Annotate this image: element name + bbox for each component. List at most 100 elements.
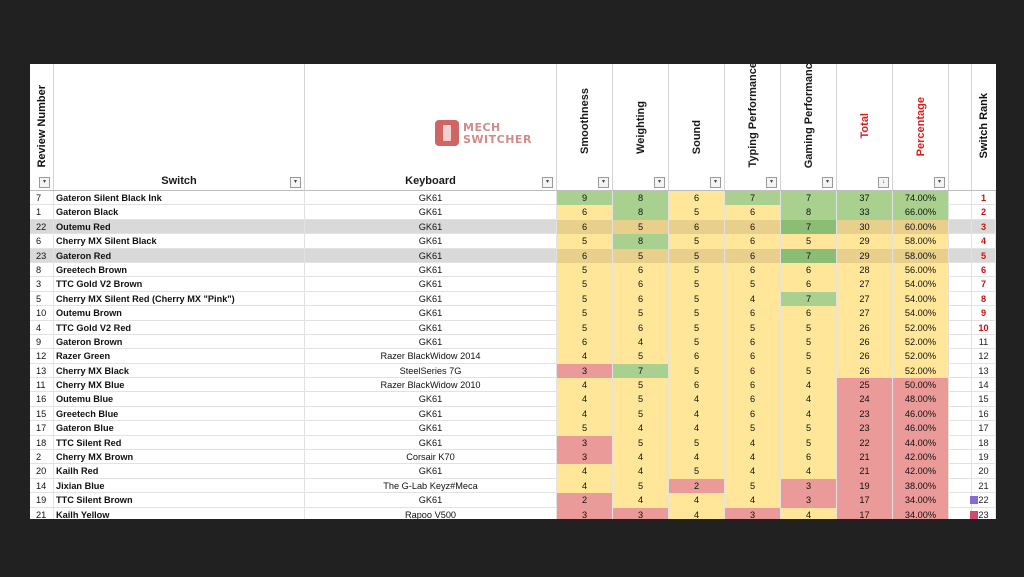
cell-sound[interactable]: 2 [669, 478, 725, 494]
cell-switch[interactable]: Cherry MX Silent Black [54, 234, 305, 249]
cell-weighting[interactable]: 5 [613, 349, 669, 364]
cell-switch[interactable]: Gateron Brown [54, 334, 305, 350]
cell-gaming[interactable]: 5 [781, 320, 837, 335]
cell-switch-rank[interactable]: 11 [972, 334, 996, 350]
cell-gaming[interactable]: 4 [781, 378, 837, 393]
cell-switch[interactable]: Greetech Blue [54, 406, 305, 422]
cell-sound[interactable]: 5 [669, 435, 725, 451]
cell-review-number[interactable]: 1 [30, 205, 54, 220]
cell-total[interactable]: 27 [837, 306, 893, 321]
cell-switch[interactable]: Gateron Red [54, 248, 305, 263]
cell-sound[interactable]: 5 [669, 306, 725, 321]
cell-weighting[interactable]: 5 [613, 392, 669, 407]
cell-total[interactable]: 26 [837, 334, 893, 350]
table-row[interactable]: 4 TTC Gold V2 Red GK61 5 6 5 5 5 26 52.00% 10 [30, 320, 996, 335]
cell-switch-rank[interactable]: 6 [972, 262, 996, 278]
cell-smoothness[interactable]: 3 [557, 435, 613, 451]
cell-total[interactable]: 26 [837, 320, 893, 335]
cell-review-number[interactable]: 4 [30, 320, 54, 335]
cell-switch[interactable]: TTC Gold V2 Red [54, 320, 305, 335]
cell-keyboard[interactable]: GK61 [305, 406, 557, 422]
table-row[interactable]: 6 Cherry MX Silent Black GK61 5 8 5 6 5 29 58.00%… [30, 234, 996, 249]
cell-switch[interactable]: Cherry MX Blue [54, 378, 305, 393]
cell-sound[interactable]: 4 [669, 507, 725, 519]
table-row[interactable]: 9 Gateron Brown GK61 6 4 5 6 5 26 52.00% 11 [30, 334, 996, 350]
cell-percentage[interactable]: 52.00% [893, 334, 949, 350]
cell-weighting[interactable]: 6 [613, 320, 669, 335]
cell-typing[interactable]: 4 [725, 291, 781, 307]
table-row[interactable]: 11 Cherry MX Blue Razer BlackWidow 2010 4 5 6… [30, 378, 996, 393]
cell-typing[interactable]: 6 [725, 349, 781, 364]
table-row[interactable]: 19 TTC Silent Brown GK61 2 4 4 4 3 17 34.00% 22 [30, 493, 996, 508]
cell-sound[interactable]: 4 [669, 421, 725, 436]
table-row[interactable]: 3 TTC Gold V2 Brown GK61 5 6 5 5 6 27 54.00% 7 [30, 277, 996, 292]
cell-switch-rank[interactable]: 16 [972, 406, 996, 422]
cell-typing[interactable]: 6 [725, 234, 781, 249]
header-total[interactable]: Total ↓ [837, 64, 893, 190]
cell-switch-rank[interactable]: 7 [972, 277, 996, 292]
cell-sound[interactable]: 4 [669, 450, 725, 465]
table-row[interactable]: 7 Gateron Silent Black Ink GK61 9 8 6 7 7 37 74.0… [30, 191, 996, 206]
cell-keyboard[interactable]: GK61 [305, 205, 557, 220]
cell-switch-rank[interactable]: 13 [972, 363, 996, 379]
table-row[interactable]: 5 Cherry MX Silent Red (Cherry MX "Pink")… [30, 291, 996, 307]
cell-switch-rank[interactable]: 15 [972, 392, 996, 407]
cell-smoothness[interactable]: 3 [557, 507, 613, 519]
cell-weighting[interactable]: 6 [613, 277, 669, 292]
cell-typing[interactable]: 6 [725, 378, 781, 393]
cell-total[interactable]: 27 [837, 291, 893, 307]
header-sound[interactable]: Sound ▾ [669, 64, 725, 190]
cell-weighting[interactable]: 5 [613, 478, 669, 494]
cell-percentage[interactable]: 74.00% [893, 191, 949, 206]
cell-review-number[interactable]: 14 [30, 478, 54, 494]
cell-typing[interactable]: 6 [725, 248, 781, 263]
cell-switch[interactable]: Gateron Silent Black Ink [54, 191, 305, 206]
cell-keyboard[interactable]: Corsair K70 [305, 450, 557, 465]
cell-gaming[interactable]: 6 [781, 277, 837, 292]
cell-switch-rank[interactable]: 9 [972, 306, 996, 321]
cell-review-number[interactable]: 8 [30, 262, 54, 278]
cell-switch-rank[interactable]: 20 [972, 464, 996, 479]
cell-gaming[interactable]: 7 [781, 291, 837, 307]
cell-keyboard[interactable]: GK61 [305, 277, 557, 292]
cell-review-number[interactable]: 12 [30, 349, 54, 364]
cell-smoothness[interactable]: 4 [557, 349, 613, 364]
cell-switch-rank[interactable]: 8 [972, 291, 996, 307]
cell-total[interactable]: 17 [837, 493, 893, 508]
cell-gaming[interactable]: 3 [781, 493, 837, 508]
cell-percentage[interactable]: 54.00% [893, 306, 949, 321]
cell-switch-rank[interactable]: 5 [972, 248, 996, 263]
cell-total[interactable]: 27 [837, 277, 893, 292]
cell-sound[interactable]: 5 [669, 464, 725, 479]
cell-typing[interactable]: 6 [725, 306, 781, 321]
cell-review-number[interactable]: 19 [30, 493, 54, 508]
cell-sound[interactable]: 5 [669, 334, 725, 350]
cell-keyboard[interactable]: Rapoo V500 [305, 507, 557, 519]
cell-switch-rank[interactable]: 3 [972, 219, 996, 235]
cell-review-number[interactable]: 2 [30, 450, 54, 465]
cell-review-number[interactable]: 21 [30, 507, 54, 519]
cell-smoothness[interactable]: 4 [557, 478, 613, 494]
cell-smoothness[interactable]: 5 [557, 291, 613, 307]
cell-review-number[interactable]: 3 [30, 277, 54, 292]
header-switch[interactable]: Switch ▾ [54, 64, 305, 190]
cell-gaming[interactable]: 7 [781, 219, 837, 235]
cell-percentage[interactable]: 50.00% [893, 378, 949, 393]
cell-total[interactable]: 22 [837, 435, 893, 451]
cell-switch-rank[interactable]: 17 [972, 421, 996, 436]
header-weighting[interactable]: Weighting ▾ [613, 64, 669, 190]
table-row[interactable]: 22 Outemu Red GK61 6 5 6 6 7 30 60.00% 3 [30, 219, 996, 235]
cell-total[interactable]: 28 [837, 262, 893, 278]
cell-total[interactable]: 25 [837, 378, 893, 393]
cell-gaming[interactable]: 5 [781, 363, 837, 379]
cell-percentage[interactable]: 58.00% [893, 234, 949, 249]
cell-percentage[interactable]: 58.00% [893, 248, 949, 263]
cell-gaming[interactable]: 4 [781, 507, 837, 519]
dropdown-filter-icon[interactable]: ▾ [710, 177, 721, 188]
cell-switch[interactable]: Kailh Red [54, 464, 305, 479]
dropdown-filter-icon[interactable]: ▾ [934, 177, 945, 188]
cell-total[interactable]: 21 [837, 464, 893, 479]
cell-keyboard[interactable]: GK61 [305, 291, 557, 307]
cell-review-number[interactable]: 11 [30, 378, 54, 393]
cell-weighting[interactable]: 4 [613, 464, 669, 479]
